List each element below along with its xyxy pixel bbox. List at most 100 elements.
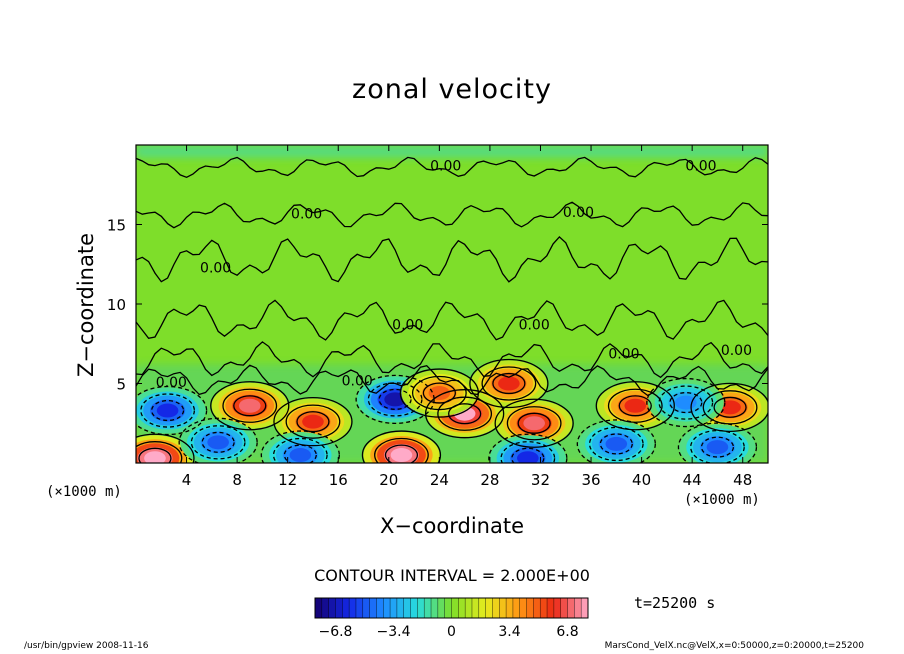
velocity-cell [706,440,729,455]
contour-line [492,372,526,395]
x-tick-label: 8 [232,471,242,489]
contour-value-label: 0.00 [685,159,716,175]
x-tick-label: 48 [733,471,752,489]
x-tick-label: 36 [581,471,600,489]
velocity-cell [523,416,545,431]
x-tick-label: 28 [480,471,499,489]
contour-line [411,375,467,411]
chart-title: zonal velocity [352,74,552,105]
contour-value-label: 0.00 [721,343,752,359]
colorbar-segment [533,598,541,618]
contour-line [201,431,235,453]
y-tick-label: 5 [116,376,126,394]
contour-value-label: 0.00 [156,375,187,391]
contour-line [361,430,442,463]
contour-line [138,447,172,463]
colorbar-segment [355,598,364,618]
colorbar-segment [458,598,466,618]
colorbar-segment [547,598,555,618]
x-tick-label: 44 [683,471,702,489]
velocity-field [136,145,768,463]
y-tick-label: 10 [107,296,126,314]
top-layer-band [136,145,768,158]
contour-line [136,441,183,463]
colorbar-tick-label: −6.8 [318,624,352,640]
velocity-cell [624,398,647,413]
colorbar-segment [451,598,459,618]
colorbar-segment [540,598,548,618]
colorbar-segment [315,598,323,618]
colorbar-segment [349,598,357,618]
colorbar-segment [506,598,514,618]
contour-line [210,381,290,431]
contour-line [713,396,747,418]
contour-value-label: 0.00 [200,260,231,276]
colorbar-segment [519,598,528,618]
contour-line [618,395,652,417]
contour-line [517,412,551,434]
contour-line [422,382,456,404]
contour-line [658,385,714,420]
velocity-cell [238,398,261,413]
x-tick-label: 16 [329,471,348,489]
contour-interval-text: CONTOUR INTERVAL = 2.000E+00 [314,566,590,585]
contour-line [588,426,644,462]
colorbar-segment [499,598,507,618]
colorbar-segment [553,598,562,618]
colorbar-segment [574,598,582,618]
contour-line [378,388,412,410]
velocity-cell [289,448,312,463]
velocity-cell [207,435,229,450]
colorbar-segment [376,598,384,618]
colorbar-segment [369,598,377,618]
time-label: t=25200 s [634,594,716,612]
contour-line [481,366,537,401]
x-tick-label: 12 [278,471,297,489]
contour-line [488,433,568,463]
contour-line [469,358,549,409]
x-tick-label: 32 [531,471,550,489]
contour-line [367,382,423,417]
contour-line [296,411,330,433]
velocity-cell [428,386,451,401]
colorbar-segment [424,598,432,618]
zero-contour-line [136,341,768,379]
zero-contour-line [136,156,768,179]
contour-value-label: 0.00 [342,373,373,389]
colorbar-segment [431,598,439,618]
contour-line [136,433,195,463]
x-axis-label: X−coordinate [380,514,524,538]
colorbar-segment [342,598,350,618]
velocity-cell [156,403,179,418]
contour-line [136,385,208,436]
contour-line [273,397,353,447]
colorbar-segment [567,598,575,618]
x-unit-left: (×1000 m) [46,484,122,500]
velocity-cell [498,376,520,391]
colorbar-segment [383,598,391,618]
contour-line [178,417,258,463]
colorbar-segment [437,598,446,618]
colorbar-tick-label: −3.4 [376,624,410,640]
colorbar-segment [485,598,493,618]
zero-contour-line [136,299,768,341]
colorbar-segment [390,598,398,618]
x-axis: 4 8 12 16 20 24 28 32 36 40 44 48 [182,145,752,489]
colorbar-segment [560,598,569,618]
contour-line [646,377,726,428]
colorbar-tick-label: 6.8 [556,624,578,640]
colorbar-segment [362,598,371,618]
footer-left: /usr/bin/gpview 2008-11-16 [24,641,149,651]
x-tick-label: 24 [430,471,449,489]
colorbar-segment [396,598,405,618]
x-tick-label: 20 [379,471,398,489]
velocity-cell [517,451,539,463]
y-axis: 5 10 15 [107,217,768,394]
colorbar-tick-label: 3.4 [498,624,520,640]
contour-line [690,382,768,432]
contour-line [384,444,419,463]
contour-line [233,395,267,417]
contour-line [448,403,482,425]
contour-value-label: 0.00 [519,318,550,334]
